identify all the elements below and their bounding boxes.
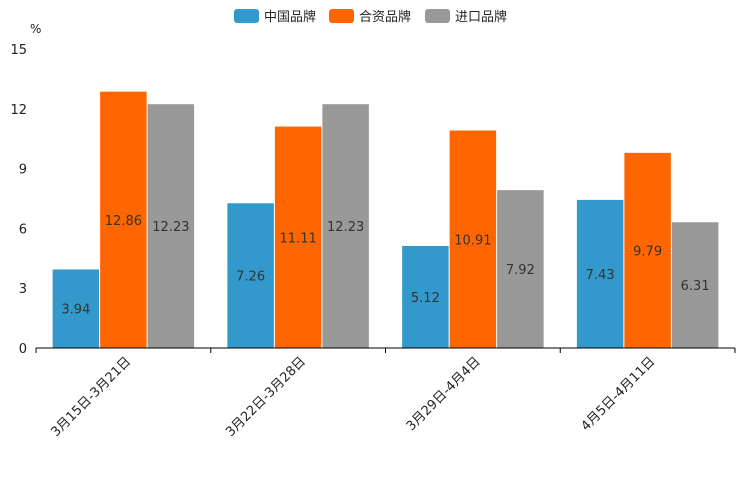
legend: 中国品牌 合资品牌 进口品牌: [234, 9, 507, 25]
x-category-label: 3月29日-4月4日: [404, 354, 484, 434]
bar-value-label: 7.26: [236, 270, 265, 285]
bar-value-label: 12.23: [327, 220, 364, 235]
bar-3-3: [497, 190, 544, 348]
y-tick-label: 12: [10, 103, 27, 118]
bar-value-label: 11.11: [280, 231, 317, 246]
legend-swatch: [234, 9, 259, 23]
y-tick-label: 9: [19, 163, 27, 178]
legend-swatch: [425, 9, 450, 23]
bar-value-label: 7.92: [506, 263, 535, 278]
bar-2-2: [274, 126, 322, 348]
x-axis: 3月15日-3月21日 3月22日-3月28日 3月29日-4月4日 4月5日-4月1…: [35, 347, 736, 440]
y-axis-unit-label: %: [30, 22, 41, 36]
bar-1-4: [576, 199, 624, 348]
bar-2-4: [624, 152, 671, 348]
x-category-label: 3月15日-3月21日: [48, 354, 134, 440]
legend-label: 中国品牌: [264, 9, 316, 25]
bar-value-label: 12.23: [152, 220, 189, 235]
bar-2-1: [100, 91, 147, 348]
legend-item-3[interactable]: 进口品牌: [425, 9, 507, 25]
bar-3-2: [322, 104, 369, 348]
bar-1-2: [227, 203, 274, 348]
bar-value-label: 5.12: [411, 291, 440, 306]
legend-item-1[interactable]: 中国品牌: [234, 9, 316, 25]
bar-value-label: 10.91: [454, 233, 491, 248]
bar-3-1: [147, 104, 195, 348]
bars: 3.94 12.86 12.23 7.26 11.11 12.23 5.12 10.91 7.9…: [52, 91, 719, 348]
y-axis: 0 3 6 9 12 15: [10, 43, 27, 357]
legend-label: 合资品牌: [359, 9, 411, 25]
y-tick-label: 3: [19, 282, 27, 297]
bar-2-3: [449, 130, 497, 348]
legend-swatch: [329, 9, 354, 23]
legend-label: 进口品牌: [455, 9, 507, 25]
legend-item-2[interactable]: 合资品牌: [329, 9, 411, 25]
y-tick-label: 15: [10, 43, 27, 58]
bar-1-1: [52, 269, 100, 348]
bar-value-label: 6.31: [681, 279, 710, 294]
bar-3-4: [671, 222, 719, 348]
bar-value-label: 7.43: [586, 268, 615, 283]
bar-value-label: 3.94: [61, 303, 90, 318]
bar-1-3: [402, 245, 449, 348]
x-category-label: 4月5日-4月11日: [579, 354, 659, 434]
bar-value-label: 12.86: [105, 214, 142, 229]
y-tick-label: 0: [19, 342, 27, 357]
bar-value-label: 9.79: [633, 244, 662, 259]
y-tick-label: 6: [19, 222, 27, 237]
x-category-label: 3月22日-3月28日: [223, 354, 309, 440]
